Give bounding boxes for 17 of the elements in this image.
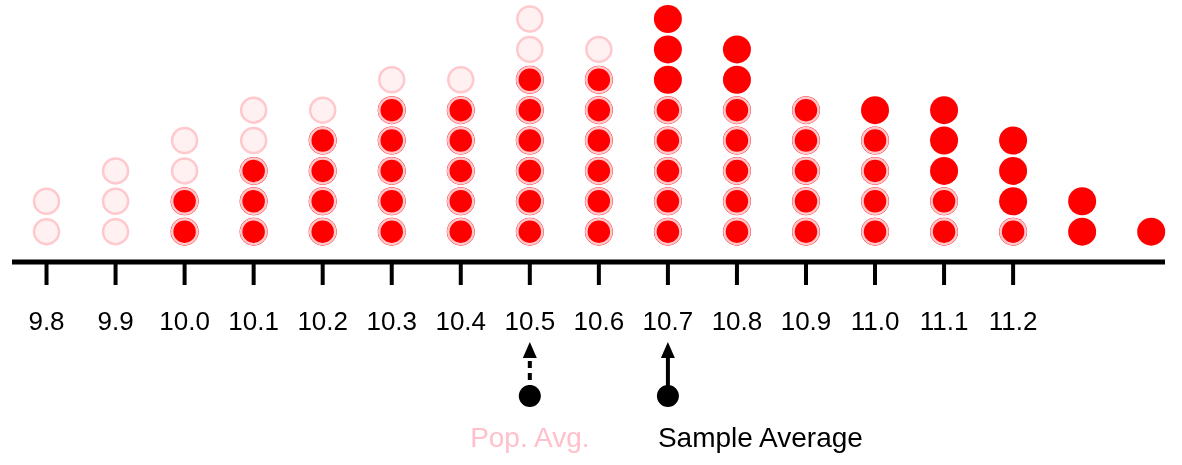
x-tick-label: 10.6: [573, 306, 625, 336]
x-tick-label: 10.7: [642, 306, 694, 336]
x-tick-label: 10.8: [711, 306, 763, 336]
x-tick-label: 11.0: [850, 306, 900, 336]
x-tick-label: 10.0: [159, 306, 210, 336]
legend-label: Sample Average: [657, 422, 863, 453]
x-tick-label: 11.1: [919, 306, 969, 336]
x-tick-label: 10.4: [435, 306, 487, 336]
ref-line-label: Pop. Avg.: [470, 422, 590, 453]
x-tick-label: 10.5: [504, 306, 556, 336]
x-tick-label: 10.1: [228, 306, 279, 336]
x-tick-label: 10.3: [366, 306, 418, 336]
x-tick-label: 9.9: [97, 306, 134, 336]
x-tick-label: 11.2: [988, 306, 1038, 336]
x-tick-label: 10.9: [780, 306, 832, 336]
x-tick-label: 10.2: [297, 306, 348, 336]
x-tick-label: 9.8: [28, 306, 65, 336]
